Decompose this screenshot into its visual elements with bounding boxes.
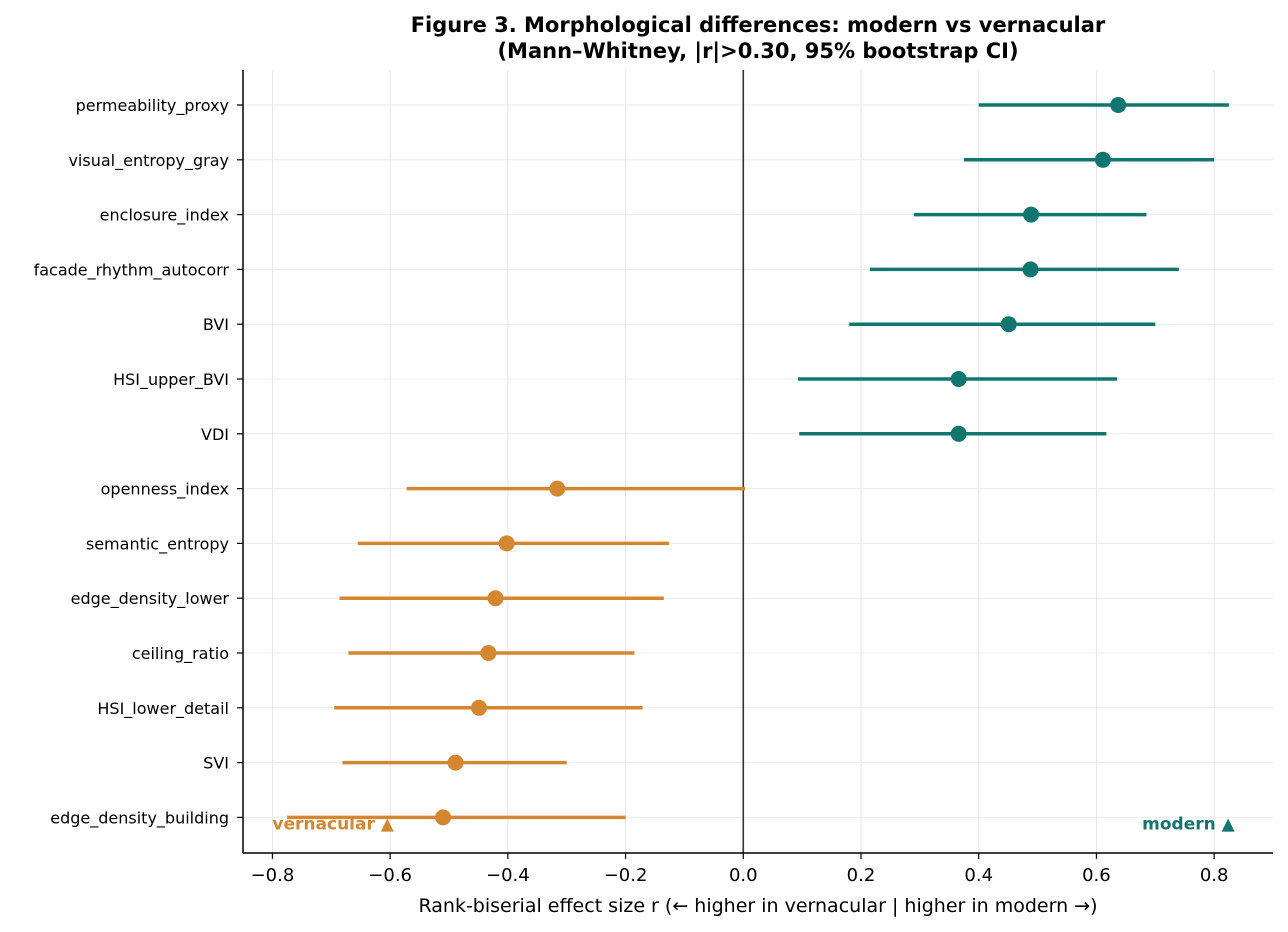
point-BVI — [1000, 316, 1017, 333]
x-tick-label: 0.8 — [1200, 865, 1229, 886]
y-tick-label: ceiling_ratio — [132, 644, 229, 664]
y-tick-label: permeability_proxy — [76, 96, 229, 116]
x-tick-labels: −0.8 −0.6 −0.4 −0.2 0.0 0.2 0.4 0.6 0.8 — [251, 853, 1229, 886]
vernacular-annotation: vernacular ▲ — [272, 814, 394, 834]
point-SVI — [447, 754, 464, 771]
x-tick-label: −0.4 — [486, 865, 530, 886]
y-tick-label: VDI — [201, 425, 229, 444]
x-tick-label: 0.0 — [729, 865, 758, 886]
point-facade_rhythm_autocorr — [1022, 261, 1039, 278]
point-openness_index — [549, 480, 566, 497]
y-tick-label: visual_entropy_gray — [68, 151, 229, 171]
y-tick-label: semantic_entropy — [86, 534, 229, 554]
point-VDI — [950, 425, 967, 442]
point-HSI_upper_BVI — [950, 371, 967, 387]
y-tick-label: openness_index — [101, 480, 229, 500]
point-permeability_proxy — [1110, 97, 1127, 113]
x-axis-label: Rank-biserial effect size r (← higher in… — [418, 895, 1097, 917]
y-tick-label: BVI — [203, 315, 229, 334]
x-tick-label: −0.6 — [368, 865, 412, 886]
point-edge_density_lower — [487, 590, 504, 607]
chart-title: Figure 3. Morphological differences: mod… — [411, 13, 1106, 37]
y-tick-labels: permeability_proxy visual_entropy_grayenc… — [34, 96, 243, 828]
x-tick-label: −0.8 — [251, 865, 295, 886]
y-tick-label: SVI — [203, 754, 229, 773]
chart-subtitle: (Mann–Whitney, |r|>0.30, 95% bootstrap C… — [497, 39, 1018, 64]
point-HSI_lower_detail — [471, 699, 488, 716]
point-enclosure_index — [1023, 206, 1040, 223]
point-semantic_entropy — [498, 535, 515, 552]
grid-lines — [243, 70, 1273, 853]
point-visual_entropy_gray — [1094, 151, 1111, 168]
y-tick-label: HSI_upper_BVI — [113, 370, 229, 390]
modern-annotation: modern ▲ — [1142, 814, 1235, 834]
x-tick-label: −0.2 — [604, 865, 648, 886]
axes — [242, 70, 1273, 854]
x-tick-label: 0.2 — [847, 865, 876, 886]
y-tick-label: facade_rhythm_autocorr — [34, 260, 230, 280]
y-tick-label: enclosure_index — [100, 206, 229, 226]
data-marks — [287, 97, 1229, 826]
y-tick-label: edge_density_building — [50, 808, 229, 828]
y-tick-label: HSI_lower_detail — [97, 699, 229, 719]
point-ceiling_ratio — [480, 645, 497, 661]
x-tick-label: 0.4 — [964, 865, 993, 886]
x-tick-label: 0.6 — [1082, 865, 1111, 886]
point-edge_density_building — [435, 809, 452, 826]
y-tick-label: edge_density_lower — [71, 589, 230, 609]
